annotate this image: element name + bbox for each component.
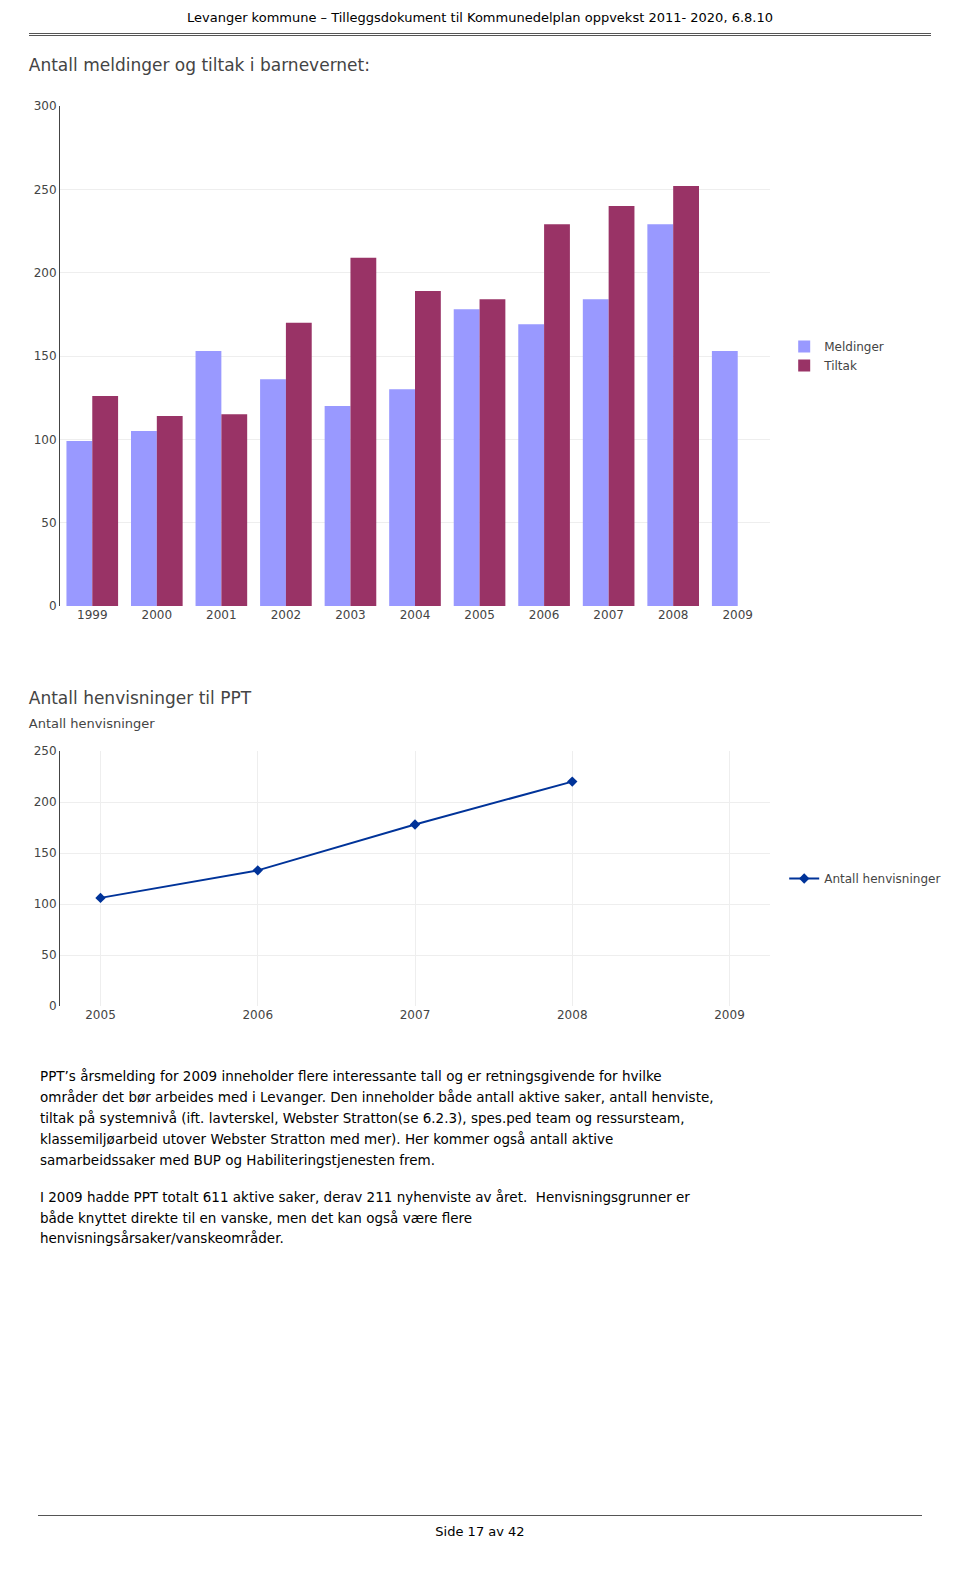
html-text:både knyttet direkte til en va: både knyttet direkte til en vanske, men … xyxy=(40,1209,473,1226)
html-text:samarbeidssaker med BUP og Hab: samarbeidssaker med BUP og Habiliterings… xyxy=(40,1151,436,1168)
svg-text:1999: 1999 xyxy=(77,608,108,622)
html-text:PPT’s årsmelding for 2009 inne: PPT’s årsmelding for 2009 inneholder fle… xyxy=(40,1068,662,1084)
svg-text:2008: 2008 xyxy=(658,608,689,622)
svg-text:150: 150 xyxy=(34,349,57,363)
svg-text:0: 0 xyxy=(49,999,57,1013)
svg-text:2007: 2007 xyxy=(593,608,624,622)
html-text:områder det bør arbeides med i: områder det bør arbeides med i Levanger.… xyxy=(40,1088,714,1105)
svg-text:2008: 2008 xyxy=(557,1008,588,1022)
svg-text:2002: 2002 xyxy=(271,608,302,622)
svg-text:50: 50 xyxy=(41,516,56,530)
svg-text:2006: 2006 xyxy=(242,1008,273,1022)
svg-text:100: 100 xyxy=(34,897,57,911)
svg-text:150: 150 xyxy=(34,846,57,860)
svg-text:2003: 2003 xyxy=(335,608,366,622)
svg-text:Antall henvisninger: Antall henvisninger xyxy=(29,716,155,731)
html-text:Side 17 av 42: Side 17 av 42 xyxy=(435,1524,525,1539)
svg-text:50: 50 xyxy=(41,948,56,962)
svg-text:2004: 2004 xyxy=(400,608,431,622)
svg-text:2007: 2007 xyxy=(400,1008,431,1022)
svg-text:200: 200 xyxy=(34,266,57,280)
svg-text:2009: 2009 xyxy=(714,1008,745,1022)
svg-text:250: 250 xyxy=(34,744,57,758)
html-text:henvisningsårsaker/vanskeområd: henvisningsårsaker/vanskeområder. xyxy=(40,1230,284,1247)
html-text:Levanger kommune – Tilleggsdok: Levanger kommune – Tilleggsdokument til … xyxy=(187,10,773,25)
html-text:tiltak på systemnivå (ift. lav: tiltak på systemnivå (ift. lavterskel, W… xyxy=(40,1109,685,1126)
svg-text:100: 100 xyxy=(34,433,57,447)
svg-text:300: 300 xyxy=(34,99,57,113)
html-text:I 2009 hadde PPT totalt 611 ak: I 2009 hadde PPT totalt 611 aktive saker… xyxy=(40,1188,690,1205)
svg-text:250: 250 xyxy=(34,183,57,197)
svg-text:2005: 2005 xyxy=(85,1008,116,1022)
svg-text:2001: 2001 xyxy=(206,608,237,622)
html-text:klassemiljøarbeid utover Webst: klassemiljøarbeid utover Webster Stratto… xyxy=(40,1130,614,1147)
svg-text:2009: 2009 xyxy=(722,608,753,622)
svg-text:0: 0 xyxy=(49,599,57,613)
svg-text:Tiltak: Tiltak xyxy=(823,359,857,373)
svg-text:2006: 2006 xyxy=(529,608,560,622)
svg-text:2000: 2000 xyxy=(142,608,173,622)
svg-text:Antall henvisninger: Antall henvisninger xyxy=(824,872,940,886)
svg-text:2005: 2005 xyxy=(464,608,495,622)
svg-text:200: 200 xyxy=(34,795,57,809)
svg-text:Antall henvisninger til PPT: Antall henvisninger til PPT xyxy=(29,688,252,708)
svg-text:Antall meldinger og tiltak i b: Antall meldinger og tiltak i barnevernet… xyxy=(29,55,370,75)
svg-text:Meldinger: Meldinger xyxy=(824,340,884,354)
